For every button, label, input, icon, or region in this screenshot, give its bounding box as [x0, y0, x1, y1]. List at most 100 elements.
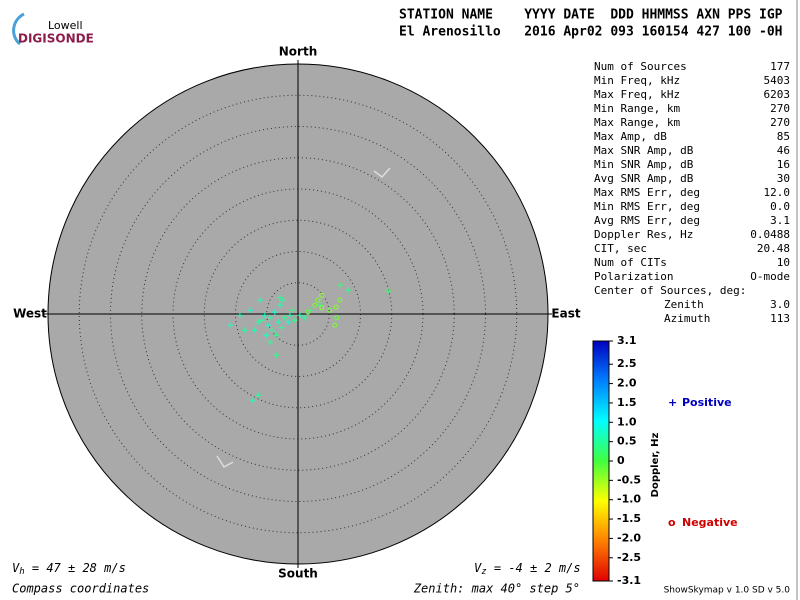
- logo-top: Lowell: [48, 19, 83, 32]
- stat-value: 5403: [764, 74, 791, 87]
- header-line: STATION NAME YYYY DATE DDD HHMMSS AXN PP…: [399, 8, 783, 23]
- legend-marker: o: [668, 516, 676, 529]
- source-point: [319, 292, 325, 298]
- vh-label: Vh = 47 ± 28 m/s: [12, 561, 126, 577]
- source-point: [301, 314, 308, 321]
- source-point: [336, 282, 343, 289]
- colorbar-tick-label: 3.1: [617, 334, 637, 347]
- stat-value: 10: [777, 256, 790, 269]
- stat-label: Center of Sources, deg:: [594, 284, 746, 297]
- source-point: [275, 319, 281, 326]
- source-point: [319, 305, 325, 311]
- source-point: [285, 319, 291, 326]
- stat-value: 12.0: [764, 186, 791, 199]
- legend-marker: +: [668, 396, 677, 409]
- stat-label: Min SNR Amp, dB: [594, 158, 694, 171]
- header-line: El Arenosillo 2016 Apr02 093 160154 427 …: [399, 25, 783, 40]
- source-point: [280, 297, 286, 304]
- stat-value: 270: [770, 102, 790, 115]
- source-point: [305, 309, 311, 315]
- stat-label: Min Range, km: [594, 102, 680, 115]
- stat-label: Min RMS Err, deg: [594, 200, 700, 213]
- source-point: [255, 392, 261, 399]
- stat-label: Max RMS Err, deg: [594, 186, 700, 199]
- stat-label: Azimuth: [664, 312, 710, 325]
- chevron: [216, 455, 234, 468]
- colorbar-tick-label: -0.5: [617, 473, 641, 486]
- source-point: [276, 294, 283, 301]
- stat-label: Avg RMS Err, deg: [594, 214, 700, 227]
- source-point: [296, 312, 303, 319]
- zenith-note: Zenith: max 40° step 5°: [413, 582, 580, 596]
- stat-label: Max Amp, dB: [594, 130, 667, 143]
- direction-label: North: [279, 45, 317, 59]
- legend-label: Negative: [682, 516, 738, 529]
- stat-label: Num of Sources: [594, 60, 687, 73]
- source-point: [385, 287, 391, 294]
- stat-value: 0.0: [770, 200, 790, 213]
- stat-label: Max Freq, kHz: [594, 88, 680, 101]
- logo-arc: [12, 12, 25, 46]
- source-point: [258, 317, 265, 324]
- stat-label: Polarization: [594, 270, 673, 283]
- source-point: [236, 312, 243, 319]
- source-point: [255, 319, 261, 326]
- stat-label: Avg SNR Amp, dB: [594, 172, 694, 185]
- stat-label: Max SNR Amp, dB: [594, 144, 694, 157]
- colorbar-label: Doppler, Hz: [650, 433, 661, 498]
- source-point: [246, 307, 253, 314]
- legend-label: Positive: [682, 396, 732, 409]
- colorbar-tick-label: -2.5: [617, 551, 641, 564]
- source-point: [276, 302, 283, 309]
- source-point: [333, 304, 339, 310]
- stat-value: 3.1: [770, 214, 790, 227]
- colorbar-tick-label: -2.0: [617, 531, 641, 544]
- source-point: [312, 302, 318, 308]
- stat-value: 270: [770, 116, 790, 129]
- source-point: [241, 327, 248, 334]
- stat-value: 0.0488: [750, 228, 790, 241]
- source-point: [251, 327, 258, 334]
- source-point: [273, 352, 280, 359]
- source-point: [266, 314, 273, 321]
- source-point: [265, 322, 271, 329]
- source-point: [345, 287, 351, 294]
- stat-label: Min Freq, kHz: [594, 74, 680, 87]
- footer: ShowSkymap v 1.0 SD v 5.0: [664, 586, 791, 596]
- colorbar-tick-label: 2.0: [617, 377, 637, 390]
- source-point: [327, 307, 333, 313]
- colorbar-tick-label: -1.5: [617, 512, 641, 525]
- colorbar-tick-label: 2.5: [617, 357, 637, 370]
- stat-label: Num of CITs: [594, 256, 667, 269]
- logo-bottom: DIGISONDE: [18, 32, 94, 46]
- stat-value: 177: [770, 60, 790, 73]
- vz-label: Vz = -4 ± 2 m/s: [474, 561, 581, 577]
- direction-label: West: [13, 307, 47, 321]
- colorbar-tick-label: -3.1: [617, 574, 641, 587]
- colorbar-tick-label: 1.5: [617, 396, 637, 409]
- stat-value: 6203: [764, 88, 791, 101]
- source-point: [273, 332, 280, 339]
- stat-label: Max Range, km: [594, 116, 680, 129]
- stat-value: 46: [777, 144, 790, 157]
- source-point: [278, 324, 285, 331]
- source-point: [256, 297, 263, 304]
- source-point: [281, 314, 288, 321]
- source-point: [334, 315, 340, 321]
- source-point: [271, 309, 278, 316]
- source-point: [337, 297, 343, 303]
- colorbar-tick-label: 0: [617, 454, 625, 467]
- source-point: [286, 312, 293, 319]
- source-point: [226, 322, 233, 329]
- source-point: [332, 322, 338, 328]
- stat-value: 16: [777, 158, 790, 171]
- coordinates-note: Compass coordinates: [12, 582, 149, 596]
- source-point: [268, 327, 275, 334]
- source-point: [288, 307, 295, 314]
- source-point: [266, 339, 273, 346]
- stat-label: CIT, sec: [594, 242, 647, 255]
- stat-value: 85: [777, 130, 790, 143]
- stat-label: Doppler Res, Hz: [594, 228, 693, 241]
- colorbar-tick-label: -1.0: [617, 493, 641, 506]
